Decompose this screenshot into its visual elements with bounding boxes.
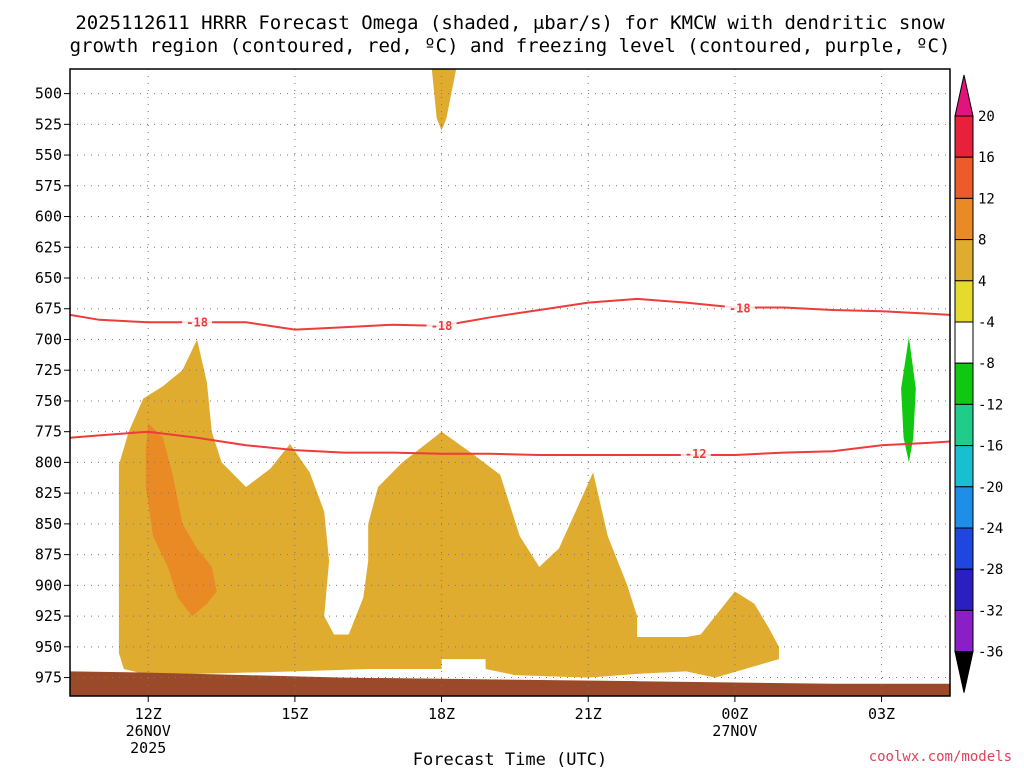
y-axis: 500 525 550 575 600 625 650 675 700 725 750 775 800 8… — [35, 85, 70, 687]
contour-label: -18 — [729, 302, 751, 316]
chart-title-line1: 2025112611 HRRR Forecast Omega (shaded, … — [75, 12, 945, 34]
x-tick-label: 03Z — [868, 705, 895, 723]
y-tick-label: 725 — [35, 361, 62, 379]
y-tick-label: 600 — [35, 208, 62, 226]
y-tick-label: 975 — [35, 669, 62, 687]
colorbar-label: 12 — [978, 191, 995, 207]
contour-label: -12 — [685, 447, 707, 461]
colorbar-swatch — [954, 321, 974, 364]
colorbar-label: -16 — [978, 439, 1003, 455]
x-tick-label: 18Z — [428, 705, 455, 723]
y-tick-label: 825 — [35, 484, 62, 502]
y-tick-label: 575 — [35, 177, 62, 195]
plot-frame — [69, 68, 951, 697]
y-tick-label: 775 — [35, 423, 62, 441]
colorbar-swatch — [954, 239, 974, 282]
x-tick-label: 21Z — [575, 705, 602, 723]
colorbar-label: 16 — [978, 150, 995, 166]
colorbar-swatch — [954, 156, 974, 199]
colorbar-swatch — [954, 115, 974, 158]
contour-label-bg — [724, 300, 755, 315]
x-tick-date: 26NOV — [126, 722, 171, 740]
ascent-green-1b — [162, 69, 266, 224]
colorbar-swatch — [954, 527, 974, 570]
y-tick-label: 800 — [35, 453, 62, 471]
descent-yellow-main — [118, 339, 779, 678]
colorbar-label: -32 — [978, 603, 1003, 619]
y-tick-label: 875 — [35, 546, 62, 564]
x-tick-year: 2025 — [130, 739, 166, 757]
ascent-green-4 — [886, 235, 950, 571]
colorbar-swatch — [954, 403, 974, 447]
colorbar-swatch — [954, 609, 974, 653]
contour-label-bg — [182, 314, 213, 329]
colorbar-bottom-arrow — [954, 651, 974, 693]
dgz-contours: -18 -18 -18 -12 — [70, 297, 950, 461]
colorbar-label: -8 — [978, 356, 995, 372]
ascent-green-3 — [681, 287, 696, 469]
colorbar-swatch — [954, 486, 974, 529]
colorbar-top-arrow — [954, 74, 974, 117]
colorbar-swatch — [954, 445, 974, 488]
terrain-fill — [70, 671, 950, 696]
x-tick-label: 15Z — [281, 705, 308, 723]
ascent-teal-4 — [901, 337, 916, 463]
colorbar-label: -12 — [978, 397, 1003, 413]
y-tick-label: 675 — [35, 300, 62, 318]
colorbar-swatch — [954, 362, 974, 405]
contour-dgz-bottom — [70, 430, 950, 456]
y-tick-label: 500 — [35, 85, 62, 103]
x-axis-label: Forecast Time (UTC) — [413, 750, 607, 768]
colorbar-swatch — [954, 197, 974, 241]
descent-yellow-top — [431, 69, 457, 131]
colorbar-label: 20 — [978, 109, 995, 125]
colorbar-label: 8 — [978, 233, 986, 249]
omega-shading — [118, 69, 950, 678]
y-tick-label: 900 — [35, 576, 62, 594]
y-tick-label: 700 — [35, 330, 62, 348]
colorbar-label: 4 — [978, 274, 986, 290]
x-tick-date: 27NOV — [712, 722, 757, 740]
descent-orange-1 — [145, 423, 217, 617]
colorbar-label: -36 — [978, 645, 1003, 661]
ascent-green-1a — [140, 69, 163, 224]
terrain-layer — [70, 671, 950, 696]
colorbar-label: -20 — [978, 480, 1003, 496]
colorbar-label: -4 — [978, 315, 995, 331]
y-tick-label: 850 — [35, 515, 62, 533]
y-tick-label: 750 — [35, 392, 62, 410]
x-tick-label: 12Z — [135, 705, 162, 723]
y-tick-label: 550 — [35, 146, 62, 164]
y-tick-label: 650 — [35, 269, 62, 287]
y-tick-label: 525 — [35, 115, 62, 133]
colorbar-swatch — [954, 280, 974, 323]
colorbar-label: -28 — [978, 562, 1003, 578]
colorbar: 20 16 12 8 4 -4 -8 -12 -16 -20 -24 -28 -32 -36 — [954, 74, 1003, 693]
y-tick-label: 625 — [35, 238, 62, 256]
y-tick-label: 925 — [35, 607, 62, 625]
contour-label-bg — [680, 445, 711, 460]
y-tick-label: 950 — [35, 638, 62, 656]
colorbar-swatch — [954, 568, 974, 611]
chart-title-line2: growth region (contoured, red, ºC) and f… — [70, 35, 951, 57]
contour-label: -18 — [186, 315, 208, 329]
contour-label-bg — [426, 317, 457, 332]
x-tick-label: 00Z — [721, 705, 748, 723]
contour-label: -18 — [431, 319, 453, 333]
credit-text: coolwx.com/models — [869, 749, 1012, 765]
colorbar-label: -24 — [978, 521, 1003, 537]
